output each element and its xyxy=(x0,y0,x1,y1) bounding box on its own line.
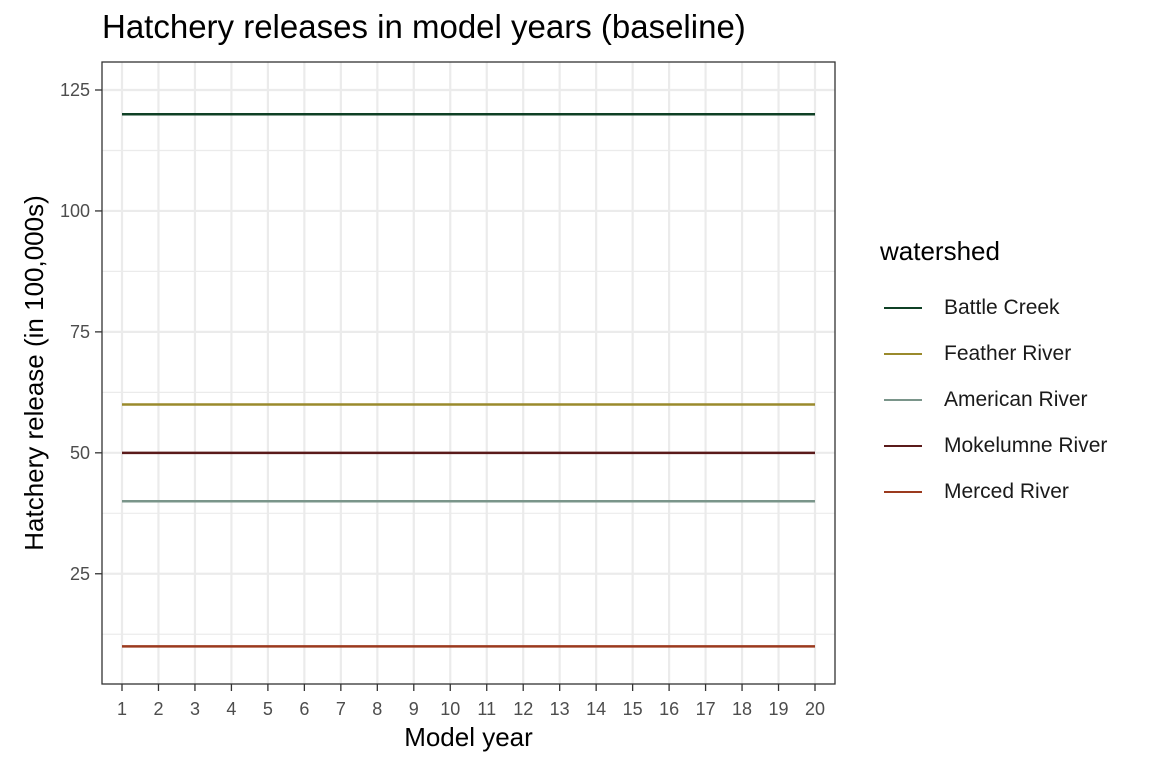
legend-label: Mokelumne River xyxy=(944,434,1108,457)
x-tick-label: 13 xyxy=(550,699,570,719)
x-tick-label: 4 xyxy=(226,699,236,719)
x-tick-label: 7 xyxy=(336,699,346,719)
y-axis: 25 50 75 100 125 xyxy=(60,80,102,584)
x-tick-label: 5 xyxy=(263,699,273,719)
legend-label: Feather River xyxy=(944,342,1072,365)
legend-swatch xyxy=(884,399,922,401)
major-gridlines xyxy=(102,62,835,684)
legend-item: Merced River xyxy=(880,469,1107,515)
y-tick-label: 25 xyxy=(70,564,90,584)
legend-item: Feather River xyxy=(880,331,1107,377)
plot-panel-border xyxy=(101,61,836,685)
legend-title: watershed xyxy=(880,236,1000,266)
x-axis-title: Model year xyxy=(404,722,533,752)
x-tick-label: 17 xyxy=(696,699,716,719)
x-tick-label: 9 xyxy=(409,699,419,719)
legend-swatch xyxy=(884,353,922,355)
x-tick-label: 10 xyxy=(440,699,460,719)
x-tick-label: 1 xyxy=(117,699,127,719)
x-axis: 1 2 3 4 5 6 7 8 9 10 11 12 13 14 15 16 17 18 19 20 xyxy=(117,684,825,719)
x-tick-label: 8 xyxy=(372,699,382,719)
legend-item: Battle Creek xyxy=(880,285,1107,331)
y-axis-title: Hatchery release (in 100,000s) xyxy=(19,195,49,551)
x-tick-label: 19 xyxy=(769,699,789,719)
legend-label: American River xyxy=(944,388,1088,411)
chart-title: Hatchery releases in model years (baseli… xyxy=(102,8,746,45)
legend-swatch xyxy=(884,307,922,309)
x-tick-label: 14 xyxy=(586,699,606,719)
y-tick-label: 50 xyxy=(70,443,90,463)
x-tick-label: 3 xyxy=(190,699,200,719)
legend-swatch xyxy=(884,445,922,447)
x-tick-label: 20 xyxy=(805,699,825,719)
x-tick-label: 11 xyxy=(477,699,496,719)
legend-item: American River xyxy=(880,377,1107,423)
y-tick-label: 75 xyxy=(70,322,90,342)
minor-gridlines xyxy=(102,149,835,635)
y-tick-label: 125 xyxy=(60,80,90,100)
legend-label: Merced River xyxy=(944,480,1069,503)
legend-items: Battle Creek Feather River American River M… xyxy=(880,285,1107,515)
x-tick-label: 2 xyxy=(153,699,163,719)
y-tick-label: 100 xyxy=(60,201,90,221)
legend-label: Battle Creek xyxy=(944,296,1060,319)
series-lines xyxy=(122,112,815,648)
x-tick-label: 15 xyxy=(623,699,643,719)
legend: watershed Battle Creek Feather River Ameri… xyxy=(880,236,1107,515)
legend-item: Mokelumne River xyxy=(880,423,1107,469)
x-tick-label: 16 xyxy=(659,699,679,719)
legend-swatch xyxy=(884,491,922,493)
x-tick-label: 12 xyxy=(513,699,533,719)
x-tick-label: 6 xyxy=(299,699,309,719)
x-tick-label: 18 xyxy=(732,699,752,719)
